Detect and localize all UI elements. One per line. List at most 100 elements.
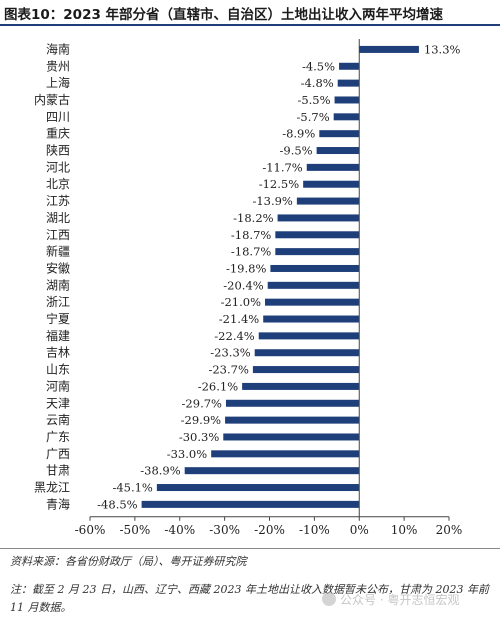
x-tick-label: -30% bbox=[209, 523, 240, 537]
bar bbox=[333, 113, 360, 121]
watermark-text: 公众号 · 粤开志恒宏观 bbox=[340, 593, 460, 607]
category-label: 宁夏 bbox=[46, 311, 70, 326]
data-label: -19.8% bbox=[226, 261, 266, 275]
x-tick-label: 20% bbox=[436, 523, 463, 537]
x-tick-label: 10% bbox=[391, 523, 418, 537]
bar bbox=[359, 45, 419, 53]
data-label: -29.9% bbox=[181, 413, 221, 427]
category-label: 广西 bbox=[46, 447, 70, 461]
data-label: -29.7% bbox=[182, 396, 222, 410]
chart-title: 图表10：2023 年部分省（直辖市、自治区）土地出让收入两年平均增速 bbox=[4, 7, 444, 23]
x-tick-label: -40% bbox=[164, 523, 195, 537]
bar bbox=[141, 500, 360, 508]
bar bbox=[254, 349, 360, 357]
bar bbox=[337, 79, 360, 87]
data-label: -45.1% bbox=[112, 481, 152, 495]
category-label: 北京 bbox=[46, 177, 70, 191]
category-label: 上海 bbox=[46, 75, 70, 90]
category-label: 内蒙古 bbox=[34, 92, 70, 107]
data-label: -23.7% bbox=[208, 363, 248, 377]
wechat-icon bbox=[322, 592, 336, 606]
category-label: 山东 bbox=[46, 363, 70, 377]
bar bbox=[275, 248, 360, 256]
title-divider bbox=[0, 24, 500, 26]
category-label: 海南 bbox=[46, 41, 70, 56]
bar bbox=[319, 130, 360, 138]
data-label: -21.4% bbox=[219, 312, 259, 326]
watermark: 公众号 · 粤开志恒宏观 bbox=[322, 591, 459, 608]
category-label: 河南 bbox=[46, 378, 70, 393]
bar bbox=[242, 382, 360, 390]
source-text: 资料来源：各省份财政厅（局）、粤开证券研究院 bbox=[10, 555, 247, 568]
category-label: 安徽 bbox=[46, 260, 70, 275]
data-label: -22.4% bbox=[214, 329, 254, 343]
bar bbox=[270, 264, 360, 272]
bar bbox=[156, 484, 360, 492]
category-label: 吉林 bbox=[46, 346, 70, 360]
category-label: 浙江 bbox=[46, 295, 70, 309]
bar bbox=[211, 450, 360, 458]
x-tick-label: -10% bbox=[299, 523, 330, 537]
bar bbox=[339, 62, 360, 70]
category-label: 湖北 bbox=[46, 210, 70, 225]
bar bbox=[263, 315, 360, 323]
data-label: -26.1% bbox=[198, 379, 238, 393]
data-label: -9.5% bbox=[280, 144, 313, 158]
category-label: 江苏 bbox=[46, 194, 70, 208]
bar bbox=[184, 467, 360, 475]
data-label: -5.5% bbox=[297, 93, 330, 107]
data-label: -21.0% bbox=[221, 295, 261, 309]
category-label: 陕西 bbox=[46, 143, 70, 158]
bar bbox=[225, 399, 360, 407]
data-label: -8.9% bbox=[282, 127, 315, 141]
data-label: -18.7% bbox=[231, 228, 271, 242]
category-label: 重庆 bbox=[46, 127, 70, 141]
category-label: 广东 bbox=[46, 430, 70, 444]
category-label: 福建 bbox=[46, 328, 70, 343]
data-label: -5.7% bbox=[297, 110, 330, 124]
data-label: -11.7% bbox=[262, 160, 302, 174]
bar bbox=[277, 214, 360, 222]
category-label: 四川 bbox=[46, 110, 70, 124]
x-tick-label: 0% bbox=[350, 523, 369, 537]
bar bbox=[306, 163, 360, 171]
x-tick-label: -50% bbox=[120, 523, 151, 537]
bar bbox=[223, 433, 360, 441]
data-label: -12.5% bbox=[259, 177, 299, 191]
x-tick-label: -60% bbox=[75, 523, 106, 537]
category-label: 云南 bbox=[46, 412, 70, 427]
source-divider bbox=[0, 548, 500, 549]
data-label: -30.3% bbox=[179, 430, 219, 444]
bar bbox=[258, 332, 360, 340]
bar bbox=[303, 180, 360, 188]
category-label: 天津 bbox=[46, 396, 70, 410]
note-text: 注：截至 2 月 23 日，山西、辽宁、西藏 2023 年土地出让收入数据暂未公… bbox=[10, 583, 489, 614]
category-label: 青海 bbox=[46, 496, 70, 511]
category-label: 贵州 bbox=[46, 59, 70, 73]
category-label: 黑龙江 bbox=[34, 481, 70, 495]
category-label: 湖南 bbox=[46, 277, 70, 292]
bar bbox=[296, 197, 360, 205]
data-label: 13.3% bbox=[424, 42, 461, 56]
data-label: -33.0% bbox=[167, 447, 207, 461]
bar bbox=[267, 281, 360, 289]
category-label: 河北 bbox=[46, 160, 70, 174]
data-label: -4.8% bbox=[301, 76, 334, 90]
category-label: 江西 bbox=[46, 228, 70, 242]
data-label: -13.9% bbox=[252, 194, 292, 208]
data-label: -18.7% bbox=[231, 245, 271, 259]
data-label: -38.9% bbox=[140, 464, 180, 478]
bar bbox=[316, 147, 360, 155]
data-label: -20.4% bbox=[223, 278, 263, 292]
data-label: -18.2% bbox=[233, 211, 273, 225]
bar bbox=[275, 231, 360, 239]
data-label: -4.5% bbox=[302, 59, 335, 73]
bar bbox=[265, 298, 360, 306]
bar bbox=[252, 366, 360, 374]
bar-chart: 13.3% 海南 -4.5% 贵州 -4.8% 上海 -5.5% 内蒙古 -5.7% 四川 -8.9… bbox=[34, 39, 463, 537]
category-label: 甘肃 bbox=[46, 464, 70, 478]
data-label: -23.3% bbox=[210, 346, 250, 360]
data-label: -48.5% bbox=[97, 497, 137, 511]
bar bbox=[225, 416, 360, 424]
category-label: 新疆 bbox=[46, 244, 70, 259]
